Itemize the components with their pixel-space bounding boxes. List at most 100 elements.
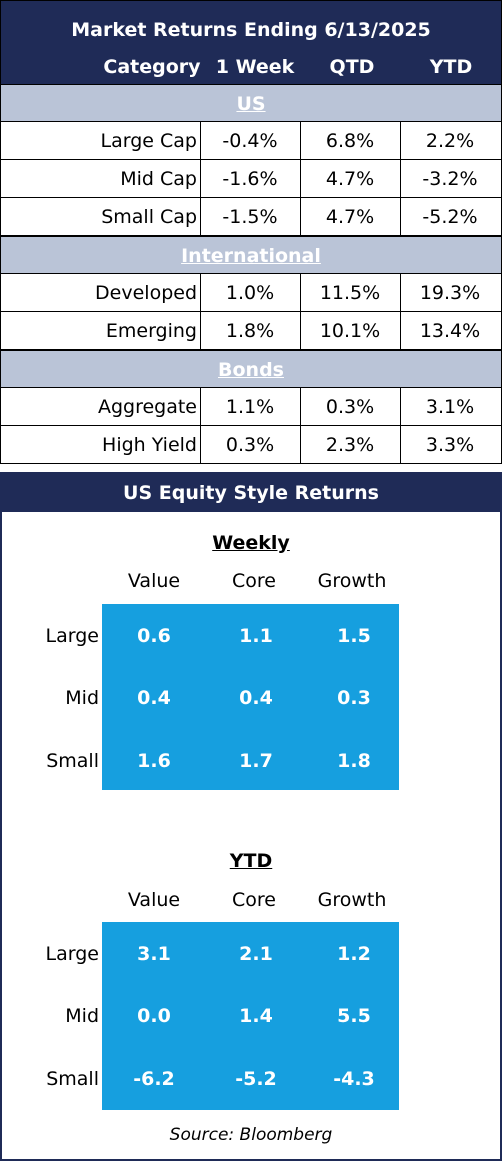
panel-header <box>0 472 502 512</box>
grid-cell: 1.7 <box>239 750 273 772</box>
source-note: Source: Bloomberg <box>169 1125 333 1145</box>
section-label: International <box>181 245 321 267</box>
grid-row-label: Small <box>46 750 99 772</box>
cell-value: 2.2% <box>425 130 475 152</box>
cell-value: 0.3% <box>225 434 275 456</box>
grid-row-label: Small <box>46 1068 99 1090</box>
row-label: Mid Cap <box>120 168 197 190</box>
grid-cell: 1.8 <box>337 750 371 772</box>
grid-cell: -6.2 <box>133 1068 175 1090</box>
grid-cell: 1.1 <box>239 625 273 647</box>
section-row <box>0 236 502 274</box>
column-header: Category <box>103 56 201 78</box>
panel-title: US Equity Style Returns <box>123 482 379 504</box>
cell-border <box>300 312 301 350</box>
cell-border <box>400 122 401 160</box>
grid-column: Value <box>127 889 181 911</box>
grid-cell: 1.4 <box>239 1005 273 1027</box>
grid-row-label: Mid <box>65 1005 99 1027</box>
column-header: YTD <box>429 56 473 78</box>
grid-column: Core <box>232 889 276 911</box>
grid-cell: 0.4 <box>137 687 171 709</box>
row-label: Emerging <box>105 320 197 342</box>
cell-border <box>200 426 201 464</box>
row-label: Developed <box>95 282 197 304</box>
cell-border <box>200 160 201 198</box>
cell-border <box>300 160 301 198</box>
cell-border <box>400 388 401 426</box>
grid-column: Growth <box>317 889 387 911</box>
cell-border <box>400 312 401 350</box>
grid-title: YTD <box>229 850 273 872</box>
cell-value: 0.3% <box>325 396 375 418</box>
grid-box <box>102 922 399 1110</box>
grid-row-label: Large <box>45 943 99 965</box>
section-label: US <box>236 93 266 115</box>
cell-border <box>200 122 201 160</box>
grid-cell: -4.3 <box>333 1068 375 1090</box>
cell-value: 10.1% <box>319 320 381 342</box>
row-label: Aggregate <box>97 396 197 418</box>
cell-border <box>300 426 301 464</box>
section-row <box>0 350 502 388</box>
cell-border <box>200 198 201 236</box>
grid-cell: 1.5 <box>337 625 371 647</box>
grid-column: Core <box>232 570 276 592</box>
row-label: High Yield <box>102 434 197 456</box>
header-bg <box>0 0 502 84</box>
column-header: QTD <box>329 56 375 78</box>
grid-box <box>102 604 399 790</box>
section-label: Bonds <box>218 359 284 381</box>
grid-cell: 5.5 <box>337 1005 371 1027</box>
grid-column: Growth <box>317 570 387 592</box>
grid-row-label: Large <box>45 625 99 647</box>
cell-value: 6.8% <box>325 130 375 152</box>
grid-cell: 1.6 <box>137 750 171 772</box>
grid-cell: 0.4 <box>239 687 273 709</box>
cell-value: 1.0% <box>225 282 275 304</box>
row-label: Small Cap <box>101 206 197 228</box>
cell-value: 2.3% <box>325 434 375 456</box>
cell-value: 4.7% <box>325 206 375 228</box>
grid-cell: 3.1 <box>137 943 171 965</box>
cell-value: 4.7% <box>325 168 375 190</box>
cell-border <box>300 122 301 160</box>
row-label: Large Cap <box>100 130 197 152</box>
grid-cell: 0.3 <box>337 687 371 709</box>
table-title: Market Returns Ending 6/13/2025 <box>71 19 431 41</box>
section-row <box>0 84 502 122</box>
cell-border <box>400 160 401 198</box>
cell-border <box>400 426 401 464</box>
cell-border <box>300 388 301 426</box>
table-frame <box>0 0 502 464</box>
grid-cell: 0.0 <box>137 1005 171 1027</box>
cell-border <box>400 274 401 312</box>
cell-border <box>200 388 201 426</box>
grid-cell: 1.2 <box>337 943 371 965</box>
grid-row-label: Mid <box>65 687 99 709</box>
cell-value: -0.4% <box>222 130 278 152</box>
cell-value: 1.8% <box>225 320 275 342</box>
cell-border <box>200 274 201 312</box>
cell-border <box>300 198 301 236</box>
grid-cell: -5.2 <box>235 1068 277 1090</box>
grid-title: Weekly <box>212 532 290 554</box>
cell-value: 1.1% <box>225 396 275 418</box>
grid-column: Value <box>127 570 181 592</box>
cell-value: 11.5% <box>319 282 381 304</box>
grid-cell: 0.6 <box>137 625 171 647</box>
cell-border <box>200 312 201 350</box>
cell-border <box>400 198 401 236</box>
cell-value: -1.6% <box>222 168 278 190</box>
cell-value: 19.3% <box>419 282 481 304</box>
cell-value: 3.1% <box>425 396 475 418</box>
cell-value: 13.4% <box>419 320 481 342</box>
cell-value: 3.3% <box>425 434 475 456</box>
cell-value: -3.2% <box>422 168 478 190</box>
cell-border <box>300 274 301 312</box>
column-header: 1 Week <box>215 56 295 78</box>
cell-value: -5.2% <box>422 206 478 228</box>
grid-cell: 2.1 <box>239 943 273 965</box>
cell-value: -1.5% <box>222 206 278 228</box>
